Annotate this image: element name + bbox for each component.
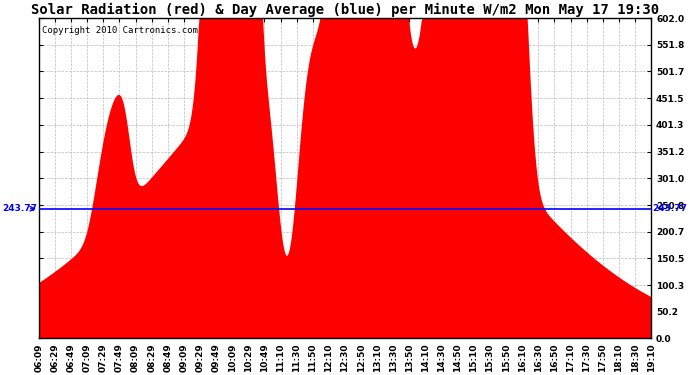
Text: Copyright 2010 Cartronics.com: Copyright 2010 Cartronics.com (42, 26, 198, 35)
Text: 243.77: 243.77 (652, 204, 687, 213)
Title: Solar Radiation (red) & Day Average (blue) per Minute W/m2 Mon May 17 19:30: Solar Radiation (red) & Day Average (blu… (31, 3, 659, 17)
Text: 243.77: 243.77 (3, 204, 38, 213)
